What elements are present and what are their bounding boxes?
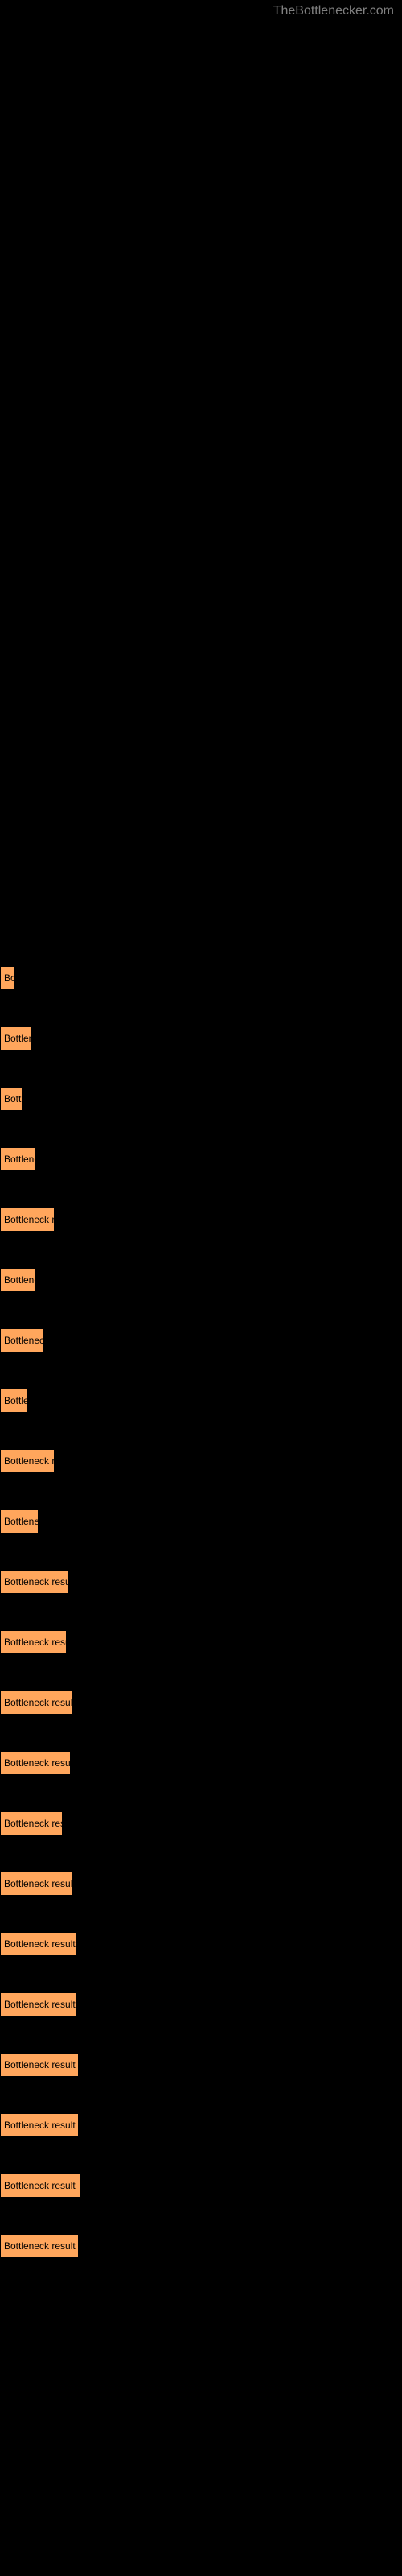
bar: Bottlenec (0, 1509, 39, 1534)
bar-row: Bottleneck result (0, 1690, 402, 1715)
bar-row: Bottleneck re (0, 1208, 402, 1232)
bar: Bottleneck result (0, 1690, 72, 1715)
bar: Bottleneck result (0, 1630, 67, 1654)
bar-row: Bottleneck result (0, 1932, 402, 1956)
bar: Bottleneck result (0, 1570, 68, 1594)
bar-row: Bott (0, 1087, 402, 1111)
bar-row: Bottleneck result (0, 2234, 402, 2258)
bar: Bottlenec (0, 1268, 36, 1292)
bar-row: Bottleneck re (0, 1449, 402, 1473)
bar: Bo (0, 966, 14, 990)
bar: Bottleneck result (0, 1932, 76, 1956)
bar-row: Bottler (0, 1389, 402, 1413)
bar-row: Bottlene (0, 1026, 402, 1051)
bar: Bottlene (0, 1026, 32, 1051)
bar: Bottleneck result (0, 1872, 72, 1896)
bar: Bottleneck result (0, 1992, 76, 2017)
bar-row: Bottleneck (0, 1328, 402, 1352)
bar: Bottleneck re (0, 1449, 55, 1473)
bar: Bottleneck (0, 1328, 44, 1352)
bar: Bottleneck result (0, 2053, 79, 2077)
bar: Bottleneck result (0, 2113, 79, 2137)
bar: Bottleneck resu (0, 1811, 63, 1835)
bar-row: Bottleneck result (0, 2113, 402, 2137)
bar: Bottleneck result (0, 2174, 80, 2198)
bar-row: Bottleneck resu (0, 1811, 402, 1835)
bar-row: Bottleneck result (0, 1872, 402, 1896)
bar-row: Bottleneck result (0, 1992, 402, 2017)
bar: Bottleneck result (0, 2234, 79, 2258)
watermark: TheBottlenecker.com (273, 4, 394, 19)
bar-row: Bottlenec (0, 1268, 402, 1292)
bar: Bott (0, 1087, 23, 1111)
bar-row: Bottlenec (0, 1509, 402, 1534)
bar-row: Bottleneck result (0, 1751, 402, 1775)
bar: Bottleneck result (0, 1751, 71, 1775)
bar: Bottlenec (0, 1147, 36, 1171)
bar-row: Bo (0, 966, 402, 990)
bar-row: Bottleneck result (0, 1630, 402, 1654)
bar: Bottleneck re (0, 1208, 55, 1232)
bar-chart: Bo Bottlene Bott Bottlenec Bottleneck re Bott… (0, 0, 402, 2258)
bar: Bottler (0, 1389, 28, 1413)
bar-row: Bottleneck result (0, 1570, 402, 1594)
bar-row: Bottleneck result (0, 2053, 402, 2077)
bar-row: Bottlenec (0, 1147, 402, 1171)
bar-row: Bottleneck result (0, 2174, 402, 2198)
